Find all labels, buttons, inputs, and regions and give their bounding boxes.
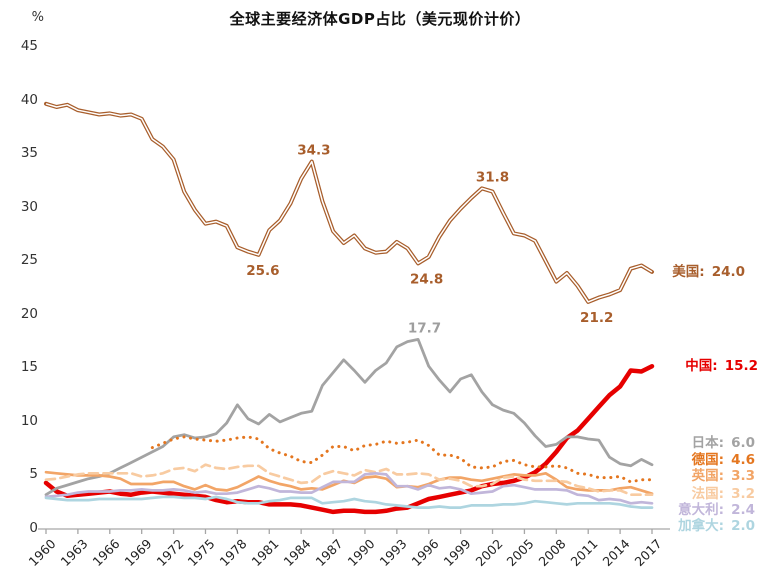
legend-france: 法国: 3.2 — [692, 482, 755, 502]
legend-canada-label: 加拿大: — [678, 518, 725, 534]
legend-us-value: 24.0 — [711, 264, 745, 280]
annotation-21.2: 21.2 — [580, 310, 613, 326]
legend-france-label: 法国: — [691, 486, 725, 502]
legend-uk-label: 英国: — [691, 468, 725, 484]
legend-italy: 意大利: 2.4 — [678, 498, 755, 518]
line-germany — [150, 435, 654, 484]
legend-canada: 加拿大: 2.0 — [678, 514, 755, 534]
annotation-34.3: 34.3 — [297, 143, 330, 159]
line-canada — [44, 495, 654, 509]
y-tick-label: 25 — [20, 252, 38, 269]
legend-germany-value: 4.6 — [731, 452, 755, 468]
legend-italy-value: 2.4 — [731, 502, 755, 518]
y-tick-label: 30 — [20, 198, 38, 215]
annotation-17.7: 17.7 — [408, 320, 441, 336]
line-china — [43, 363, 655, 515]
line-us — [44, 101, 654, 304]
line-italy — [44, 471, 654, 505]
y-tick-label: 20 — [20, 305, 38, 322]
y-axis-unit-label: % — [31, 10, 44, 25]
legend-uk-value: 3.3 — [731, 468, 755, 484]
legend-italy-label: 意大利: — [678, 502, 725, 518]
y-tick-label: 45 — [20, 38, 38, 54]
legend-germany-label: 德国: — [691, 452, 725, 468]
annotation-25.6: 25.6 — [246, 263, 279, 279]
y-tick-label: 10 — [20, 412, 38, 429]
annotation-24.8: 24.8 — [410, 271, 443, 287]
y-tick-label: 0 — [29, 520, 38, 536]
legend-japan-value: 6.0 — [731, 435, 755, 451]
legend-france-value: 3.2 — [731, 486, 755, 502]
legend-us: 美国: 24.0 — [672, 260, 745, 280]
legend-us-label: 美国: — [672, 264, 705, 280]
legend-japan: 日本: 6.0 — [692, 431, 755, 451]
legend-germany: 德国: 4.6 — [692, 448, 755, 468]
legend-china: 中国: 15.2 — [685, 354, 758, 374]
legend-canada-value: 2.0 — [731, 518, 755, 534]
y-tick-label: 35 — [20, 145, 38, 162]
line-us-inner — [45, 103, 653, 303]
y-tick-label: 40 — [20, 91, 38, 108]
y-tick-label: 15 — [20, 359, 38, 376]
legend-china-label: 中国: — [685, 358, 718, 374]
legend-japan-label: 日本: — [691, 435, 725, 451]
y-tick-label: 5 — [29, 466, 38, 483]
legend-china-value: 15.2 — [724, 358, 758, 374]
line-france — [44, 463, 654, 497]
annotation-31.8: 31.8 — [476, 169, 509, 185]
chart-title: 全球主要经济体GDP占比（美元现价计价） — [229, 10, 531, 28]
line-japan — [44, 338, 654, 497]
legend-uk: 英国: 3.3 — [692, 464, 755, 484]
